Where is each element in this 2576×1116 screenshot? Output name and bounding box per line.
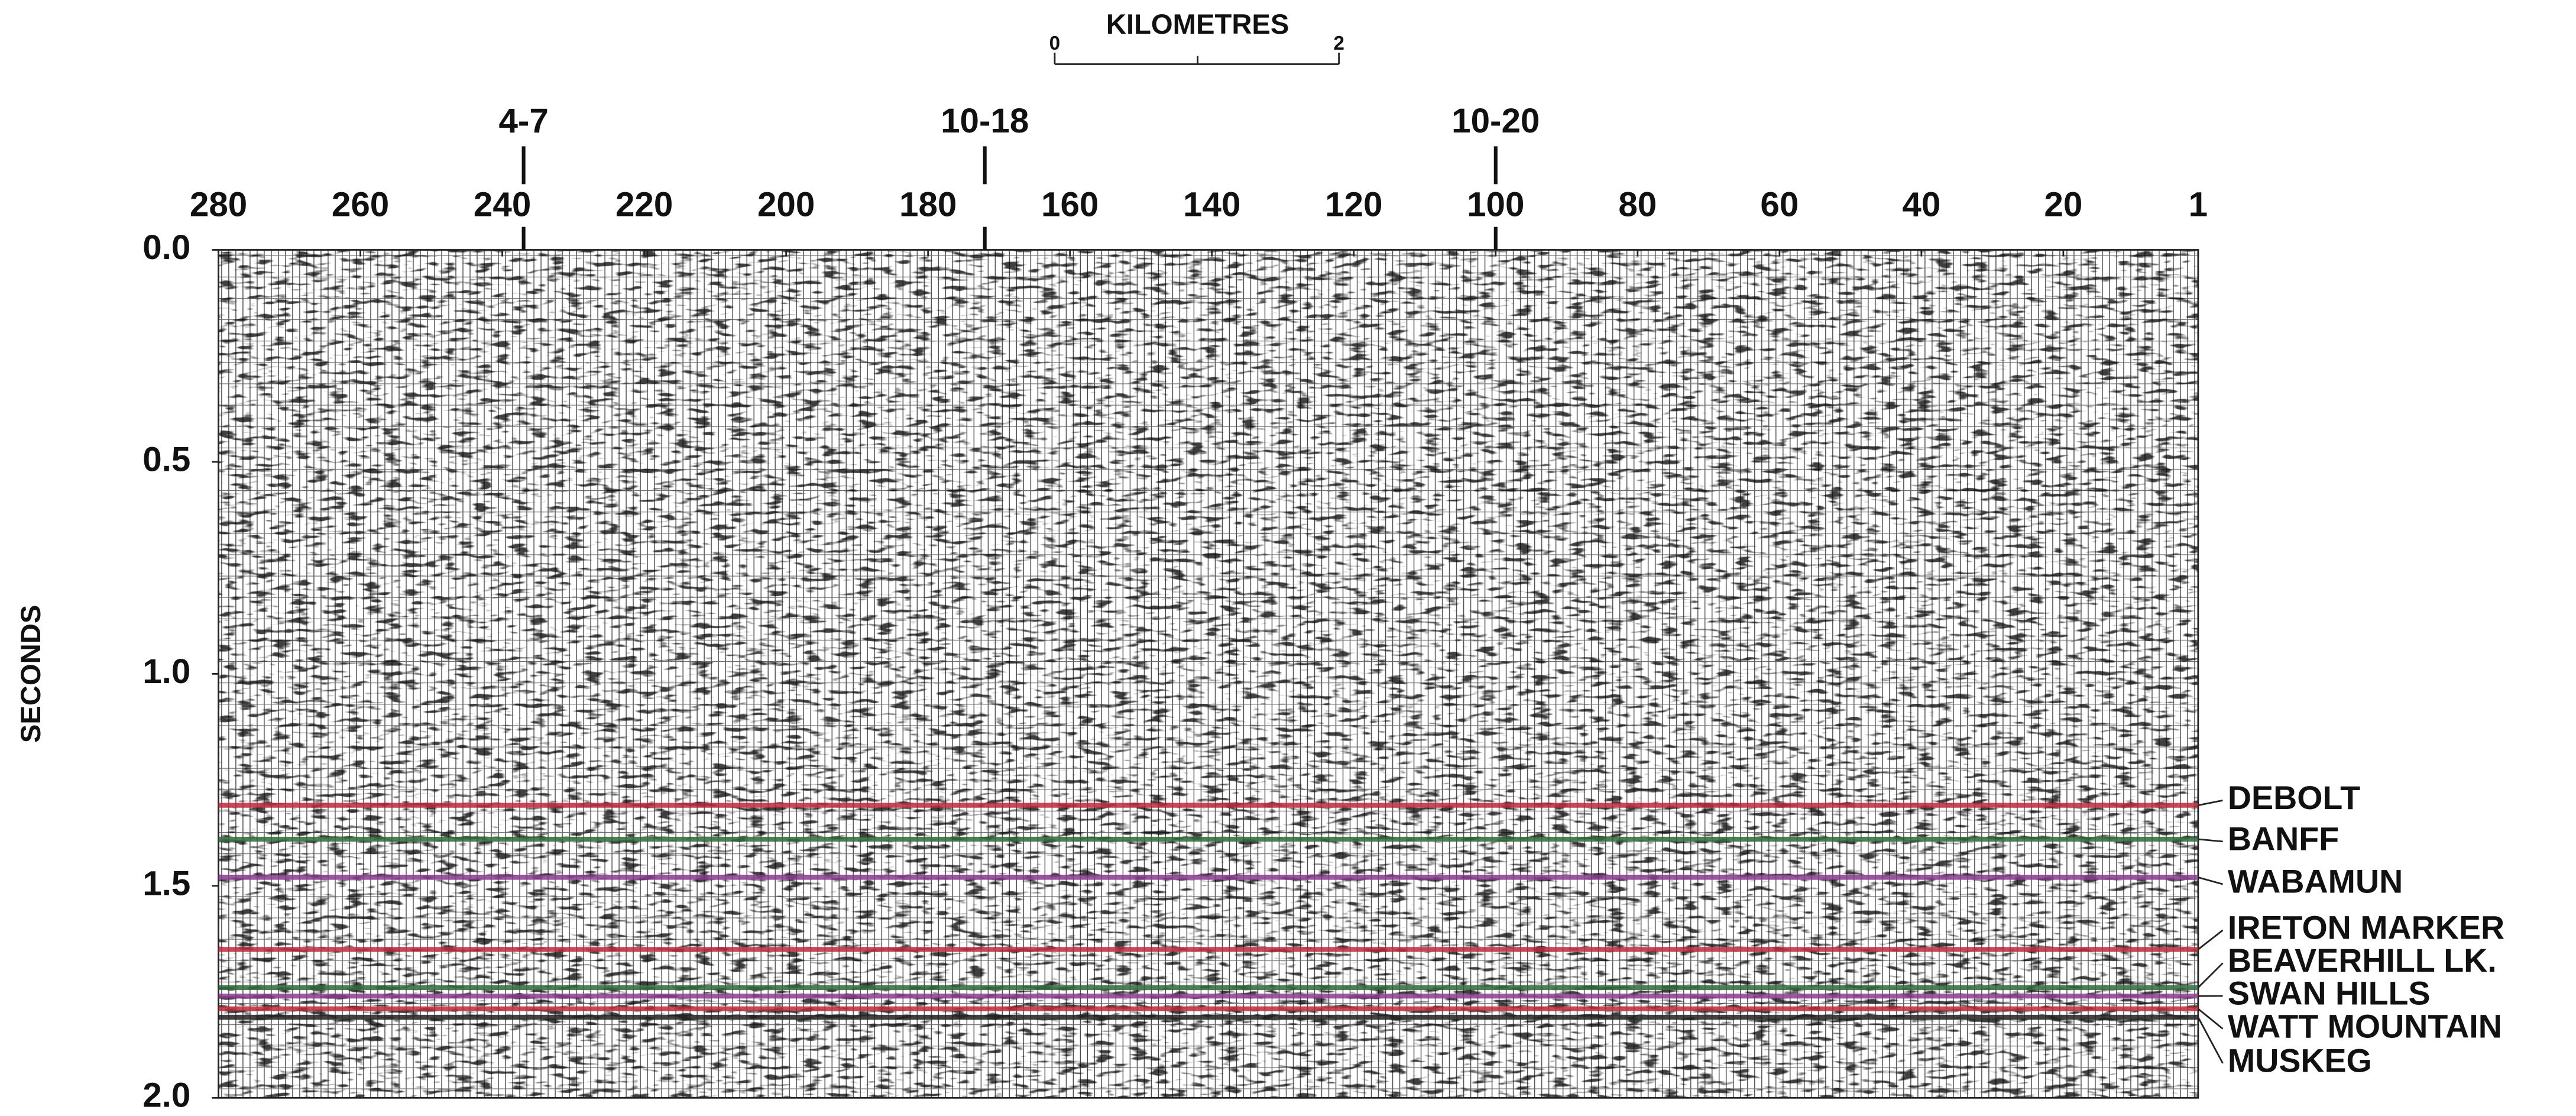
horizon-leader bbox=[2198, 876, 2223, 885]
x-tick-label: 1 bbox=[2189, 186, 2208, 224]
y-tick-label: 0.5 bbox=[142, 440, 190, 478]
well-label: 10-18 bbox=[941, 102, 1029, 140]
y-tick-label: 2.0 bbox=[142, 1076, 190, 1115]
y-axis-title: SECONDS bbox=[15, 605, 47, 743]
x-tick-label: 20 bbox=[2044, 186, 2082, 224]
x-tick-label: 80 bbox=[1618, 186, 1657, 224]
horizon-label: WABAMUN bbox=[2228, 863, 2403, 900]
y-tick-label: 1.0 bbox=[142, 652, 190, 691]
horizon-label: IRETON MARKER bbox=[2228, 910, 2504, 946]
x-tick-label: 180 bbox=[899, 186, 957, 224]
horizon-label: SWAN HILLS bbox=[2228, 975, 2431, 1012]
y-tick-label: 1.5 bbox=[142, 864, 190, 902]
x-tick-label: 240 bbox=[474, 186, 531, 224]
scale-bar-tick-label: 2 bbox=[1333, 33, 1344, 54]
horizon-label: MUSKEG bbox=[2228, 1043, 2372, 1079]
x-tick-label: 220 bbox=[615, 186, 673, 224]
x-tick-label: 60 bbox=[1760, 186, 1799, 224]
horizon-leader bbox=[2197, 1017, 2224, 1064]
x-tick-label: 140 bbox=[1183, 186, 1240, 224]
horizon-leader bbox=[2198, 929, 2224, 950]
well-label: 10-20 bbox=[1451, 102, 1540, 140]
x-tick-label: 40 bbox=[1902, 186, 1940, 224]
well-label: 4-7 bbox=[498, 102, 548, 140]
scale-bar-title: KILOMETRES bbox=[1106, 9, 1289, 40]
horizon-label: BANFF bbox=[2228, 820, 2339, 857]
x-tick-label: 200 bbox=[757, 186, 815, 224]
y-tick-label: 0.0 bbox=[142, 228, 190, 267]
horizon-label: WATT MOUNTAIN bbox=[2228, 1008, 2502, 1044]
x-tick-label: 280 bbox=[190, 186, 247, 224]
x-tick-label: 120 bbox=[1325, 186, 1382, 224]
horizon-leader bbox=[2198, 1008, 2224, 1030]
x-tick-label: 260 bbox=[332, 186, 389, 224]
scale-bar-tick-label: 0 bbox=[1049, 33, 1061, 54]
x-tick-label: 160 bbox=[1041, 186, 1099, 224]
x-tick-label: 100 bbox=[1467, 186, 1524, 224]
horizon-label: BEAVERHILL LK. bbox=[2228, 942, 2497, 979]
horizon-label: DEBOLT bbox=[2228, 779, 2360, 816]
wiggle-texture bbox=[218, 250, 2198, 1098]
horizon-leader bbox=[2197, 962, 2224, 988]
horizon-leader bbox=[2198, 799, 2223, 807]
horizon-leader bbox=[2198, 838, 2223, 843]
